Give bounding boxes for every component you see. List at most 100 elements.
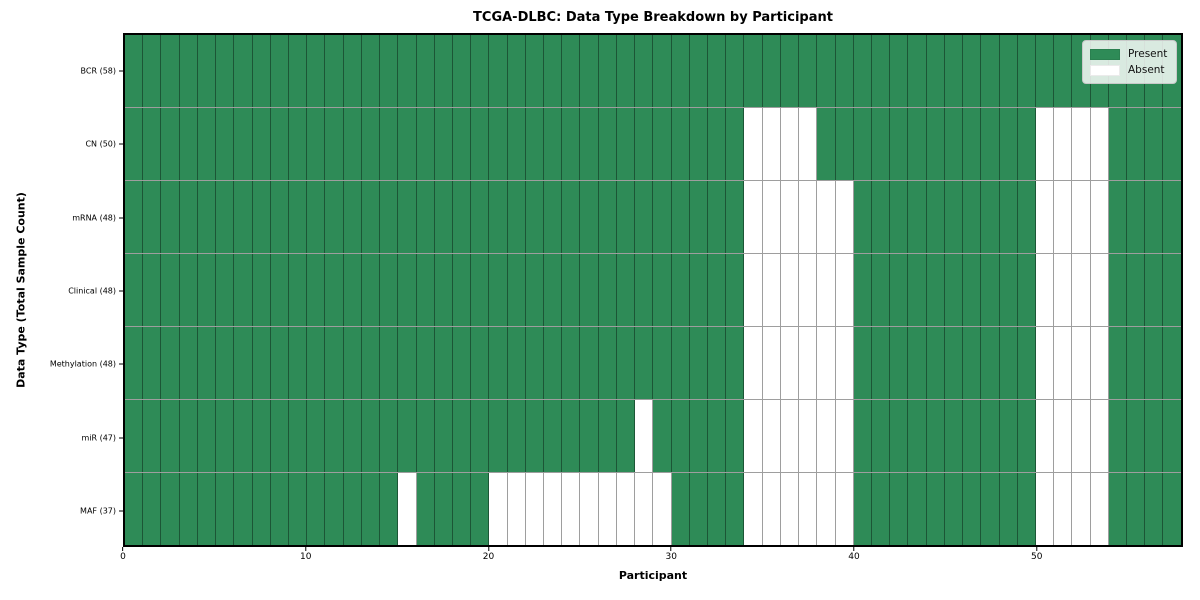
matrix-cell [179, 473, 198, 545]
matrix-cell [799, 254, 818, 326]
matrix-cell [507, 254, 526, 326]
matrix-cell [580, 181, 599, 253]
matrix-cell [361, 400, 381, 472]
matrix-cell [1054, 108, 1073, 180]
matrix-cell [744, 400, 763, 472]
matrix-cell [507, 400, 526, 472]
x-tick-10: 10 [300, 547, 311, 562]
matrix-cell [1035, 400, 1055, 472]
y-tick-mRNA: mRNA (48) [72, 207, 123, 226]
matrix-cell [471, 327, 490, 399]
matrix-cell [689, 35, 708, 107]
matrix-cell [452, 400, 472, 472]
matrix-cell [1145, 254, 1164, 326]
matrix-cell [288, 254, 308, 326]
matrix-cell [999, 35, 1018, 107]
matrix-cell [197, 400, 217, 472]
matrix-cell [1163, 254, 1181, 326]
matrix-cell [999, 181, 1018, 253]
matrix-cell [179, 400, 198, 472]
matrix-cell [325, 473, 344, 545]
matrix-cell [398, 181, 417, 253]
matrix-row-miR [125, 400, 1181, 473]
matrix-cell [1072, 181, 1091, 253]
legend-entry-present: Present [1090, 46, 1168, 62]
matrix-row-CN [125, 108, 1181, 181]
matrix-cell [653, 35, 672, 107]
matrix-cell [434, 108, 453, 180]
matrix-cell [325, 108, 344, 180]
matrix-cell [361, 327, 381, 399]
matrix-cell [507, 327, 526, 399]
matrix-cell [890, 181, 909, 253]
matrix-cell [288, 400, 308, 472]
matrix-cell [762, 181, 781, 253]
matrix-cell [908, 254, 927, 326]
matrix-cell [288, 108, 308, 180]
matrix-cell [507, 35, 526, 107]
matrix-cell [653, 400, 672, 472]
matrix-cell [1127, 400, 1146, 472]
matrix-cell [835, 35, 854, 107]
matrix-cell [1145, 400, 1164, 472]
matrix-cell [452, 181, 472, 253]
legend-entry-absent: Absent [1090, 62, 1168, 78]
matrix-cell [908, 327, 927, 399]
matrix-cell [598, 254, 617, 326]
matrix-cell [525, 181, 545, 253]
matrix-cell [179, 327, 198, 399]
matrix-cell [179, 181, 198, 253]
matrix-cell [616, 327, 636, 399]
x-axis-ticks: 0 10 20 30 40 50 [120, 547, 1183, 567]
matrix-cell [926, 327, 945, 399]
matrix-cell [1035, 254, 1055, 326]
matrix-cell [744, 254, 763, 326]
matrix-cell [616, 108, 636, 180]
matrix-cell [671, 327, 690, 399]
matrix-cell [307, 35, 326, 107]
matrix-cell [671, 473, 690, 545]
matrix-cell [653, 473, 672, 545]
matrix-cell [161, 327, 180, 399]
matrix-cell [616, 181, 636, 253]
matrix-cell [963, 327, 982, 399]
matrix-cell [890, 400, 909, 472]
matrix-cell [944, 181, 964, 253]
matrix-cell [525, 108, 545, 180]
matrix-cell [307, 254, 326, 326]
matrix-cell [853, 108, 872, 180]
matrix-cell [926, 400, 945, 472]
matrix-cell [944, 327, 964, 399]
matrix-cell [489, 400, 508, 472]
matrix-cell [780, 35, 800, 107]
matrix-cell [963, 473, 982, 545]
matrix-cell [635, 108, 654, 180]
matrix-cell [835, 181, 854, 253]
matrix-cell [999, 108, 1018, 180]
matrix-cell [1127, 254, 1146, 326]
matrix-cell [270, 400, 289, 472]
matrix-cell [853, 181, 872, 253]
matrix-cell [1072, 400, 1091, 472]
matrix-cell [270, 254, 289, 326]
matrix-cell [726, 473, 745, 545]
matrix-cell [234, 108, 253, 180]
matrix-cell [197, 108, 217, 180]
matrix-cell [944, 108, 964, 180]
matrix-cell [380, 400, 399, 472]
matrix-cell [908, 473, 927, 545]
x-tick-50: 50 [1031, 547, 1043, 562]
matrix-cell [361, 35, 381, 107]
matrix-cell [398, 35, 417, 107]
matrix-cell [598, 35, 617, 107]
matrix-cell [471, 35, 490, 107]
matrix-cell [380, 181, 399, 253]
plot-area [123, 33, 1183, 547]
y-tick-label: mRNA (48) [72, 213, 116, 223]
matrix-cell [1054, 327, 1073, 399]
matrix-cell [671, 181, 690, 253]
matrix-cell [452, 35, 472, 107]
matrix-cell [234, 254, 253, 326]
matrix-cell [325, 35, 344, 107]
matrix-cell [635, 473, 654, 545]
